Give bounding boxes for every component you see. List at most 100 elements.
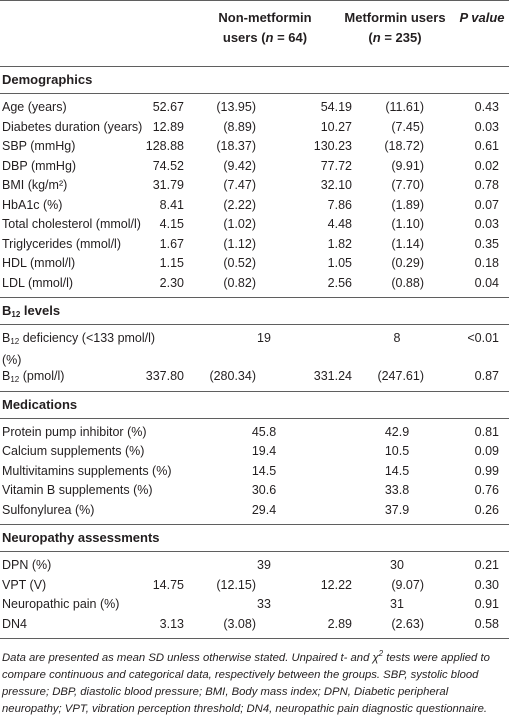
table-footnote: Data are presented as mean SD unless oth…: [2, 649, 490, 715]
cell-metformin-sd: (7.70): [391, 178, 424, 192]
row-label: Triglycerides (mmol/l): [2, 236, 121, 251]
table-row: Sulfonylurea (%) 29.4 37.9 0.26: [0, 501, 509, 521]
cell-non-metformin-mean: 8.41: [159, 197, 184, 212]
table-row: HDL (mmol/l) 1.15 (0.52) 1.05 (0.29) 0.18: [0, 254, 509, 274]
cell-non-metformin-mean: 52.67: [152, 100, 184, 114]
cell-metformin-mean: 1.82: [327, 236, 352, 251]
cell-non-metformin-sd: (7.47): [223, 178, 256, 192]
cell-non-metformin-mean: 12.89: [152, 119, 184, 134]
cell-non-metformin-mean: 1.15: [159, 256, 184, 270]
cell-non-metformin: 30.6: [251, 483, 277, 497]
table-row: SBP (mmHg) 128.88 (18.37) 130.23 (18.72) 0.61: [0, 137, 509, 157]
table-row: Total cholesterol (mmol/l) 4.15 (1.02) 4.48…: [0, 215, 509, 235]
cell-p-value: 0.18: [474, 256, 499, 270]
cell-p-value: 0.99: [474, 463, 499, 478]
cell-metformin-mean: 4.48: [327, 217, 352, 231]
cell-p-value: 0.43: [474, 100, 499, 114]
cell-non-metformin-mean: 31.79: [152, 178, 184, 192]
cell-metformin-sd: (1.14): [391, 236, 424, 251]
cell-non-metformin-mean: 1.67: [159, 236, 184, 251]
table-row: B12 deficiency (<133 pmol/l) (%) 19 8 <0…: [0, 329, 509, 367]
cell-metformin-sd: (0.88): [391, 275, 424, 290]
row-label: DBP (mmHg): [2, 158, 77, 173]
header-metformin: Metformin users (n = 235): [344, 10, 446, 45]
cell-non-metformin-sd: (1.02): [223, 217, 256, 231]
table-row: Calcium supplements (%) 19.4 10.5 0.09: [0, 442, 509, 462]
cell-metformin: 10.5: [384, 444, 410, 458]
cell-p-value: 0.04: [474, 275, 499, 290]
row-label: B12 (pmol/l): [2, 369, 65, 384]
cell-non-metformin-mean: 128.88: [145, 139, 184, 153]
row-label: HbA1c (%): [2, 197, 63, 212]
cell-non-metformin-sd: (18.37): [216, 139, 256, 153]
cell-p-value: 0.03: [474, 217, 499, 231]
cell-metformin-mean: 130.23: [313, 139, 352, 153]
cell-non-metformin-mean: 74.52: [152, 158, 184, 173]
row-label: Protein pump inhibitor (%): [2, 424, 147, 439]
row-label: Age (years): [2, 100, 67, 114]
section-medications: Medications: [2, 396, 78, 412]
cell-non-metformin: 19.4: [251, 444, 277, 458]
row-label: Sulfonylurea (%): [2, 502, 95, 517]
cell-non-metformin-sd: (13.95): [216, 100, 256, 114]
section-b12-levels: B12 levels: [2, 303, 61, 319]
row-label: SBP (mmHg): [2, 139, 76, 153]
cell-p-value: 0.09: [474, 444, 499, 458]
row-label: Multivitamins supplements (%): [2, 463, 172, 478]
cell-metformin-mean: 1.05: [327, 256, 352, 270]
row-label: LDL (mmol/l): [2, 275, 74, 290]
cell-non-metformin-mean: 2.30: [159, 275, 184, 290]
cell-p-value: 0.03: [474, 119, 499, 134]
cell-metformin-sd: (11.61): [385, 100, 424, 114]
header-p-value: P value: [459, 10, 505, 25]
row-label: Vitamin B supplements (%): [2, 483, 153, 497]
cell-p-value: 0.35: [474, 236, 499, 251]
cell-metformin-mean: 32.10: [320, 178, 352, 192]
table-row: BMI (kg/m²) 31.79 (7.47) 32.10 (7.70) 0.78: [0, 176, 509, 196]
header-non-metformin: Non-metformin users (n = 64): [218, 10, 312, 45]
table-row: DBP (mmHg) 74.52 (9.42) 77.72 (9.91) 0.02: [0, 157, 509, 177]
table-row: Neuropathic pain (%) 33 31 0.91: [2, 597, 499, 611]
row-label: Calcium supplements (%): [2, 444, 145, 458]
table-row: Multivitamins supplements (%) 14.5 14.5 0.9…: [0, 462, 509, 482]
demographics-rows: Age (years) 52.67 (13.95) 54.19 (11.61) 0.43 D…: [0, 98, 509, 293]
cell-non-metformin: 29.4: [251, 502, 277, 517]
row-label: Total cholesterol (mmol/l): [2, 217, 141, 231]
cell-metformin: 42.9: [384, 424, 410, 439]
cell-metformin-sd: (0.29): [391, 256, 424, 270]
cell-p-value: 0.26: [474, 502, 499, 517]
table-header: Non-metformin users (n = 64) Metformin u…: [0, 0, 509, 66]
cell-non-metformin-sd: (0.52): [223, 256, 256, 270]
cell-p-value: 0.78: [474, 178, 499, 192]
cell-metformin: 14.5: [384, 463, 410, 478]
cell-non-metformin-sd: (1.12): [223, 236, 256, 251]
cell-non-metformin: 45.8: [251, 424, 277, 439]
cell-metformin-mean: 77.72: [320, 158, 352, 173]
cell-metformin: 33.8: [384, 483, 410, 497]
cell-p-value: 0.07: [474, 197, 499, 212]
cell-p-value: 0.61: [474, 139, 499, 153]
cell-metformin-sd: (7.45): [391, 119, 424, 134]
table-row: Diabetes duration (years) 12.89 (8.89) 10.2…: [0, 118, 509, 138]
cell-metformin-mean: 2.56: [327, 275, 352, 290]
table-row: DN4 3.13 (3.08) 2.89 (2.63) 0.58: [2, 616, 499, 631]
section-demographics: Demographics: [2, 72, 93, 87]
cell-non-metformin: 14.5: [251, 463, 277, 478]
cell-metformin-mean: 54.19: [320, 100, 352, 114]
table-row: Protein pump inhibitor (%) 45.8 42.9 0.81: [0, 423, 509, 443]
cell-non-metformin-mean: 4.15: [159, 217, 184, 231]
table-row: HbA1c (%) 8.41 (2.22) 7.86 (1.89) 0.07: [0, 196, 509, 216]
cell-p-value: 0.76: [474, 483, 499, 497]
cell-p-value: 0.81: [474, 424, 499, 439]
cell-metformin-sd: (9.91): [391, 158, 424, 173]
cell-metformin-sd: (18.72): [384, 139, 424, 153]
cell-metformin-mean: 10.27: [320, 119, 352, 134]
section-neuropathy: Neuropathy assessments: [2, 530, 160, 545]
cell-metformin-sd: (1.89): [391, 197, 424, 212]
table-row: LDL (mmol/l) 2.30 (0.82) 2.56 (0.88) 0.04: [0, 274, 509, 294]
row-label: HDL (mmol/l): [2, 256, 76, 270]
cell-p-value: 0.02: [474, 158, 499, 173]
row-label: Diabetes duration (years): [2, 119, 143, 134]
table-row: B12 (pmol/l) 337.80 (280.34) 331.24 (247…: [0, 367, 509, 387]
table-row: Vitamin B supplements (%) 30.6 33.8 0.76: [0, 481, 509, 501]
